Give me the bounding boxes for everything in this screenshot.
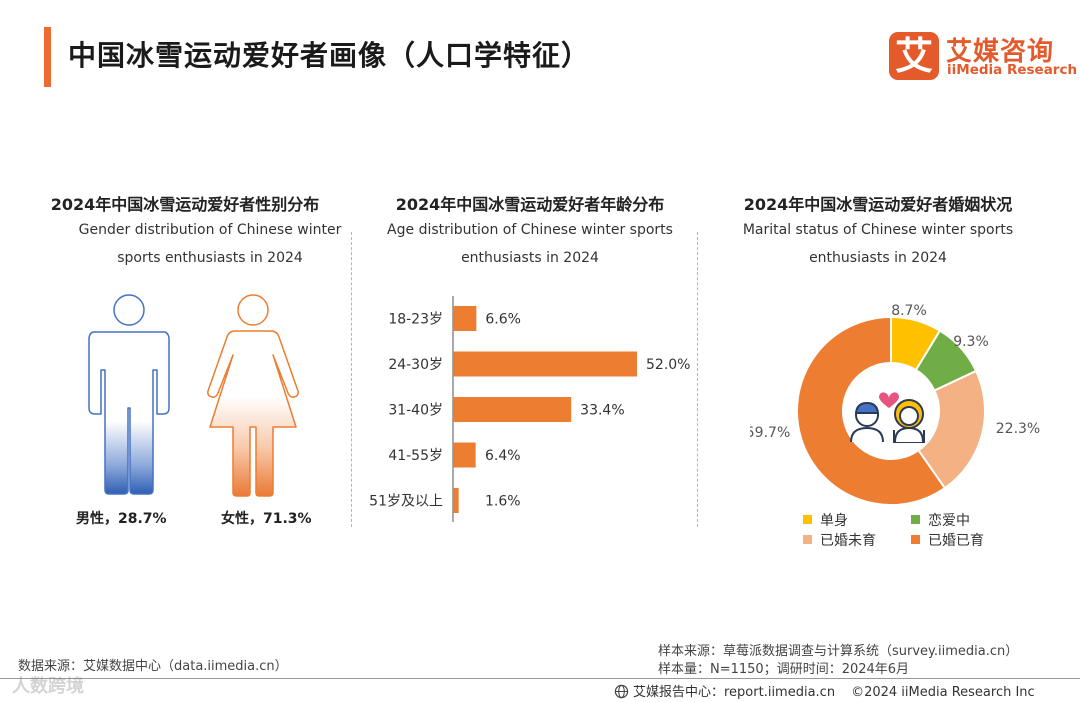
donut-slice-married-no-kids	[917, 369, 986, 490]
brand-logo-cn: 艾媒咨询	[946, 37, 1055, 67]
male-percentage-label: 男性，28.7%	[76, 511, 167, 527]
donut-value-label: 9.3%	[953, 334, 989, 350]
age-value-label: 33.4%	[580, 403, 624, 419]
age-value-label: 52.0%	[646, 357, 690, 373]
age-value-label: 6.4%	[485, 448, 521, 464]
donut-value-label: 59.7%	[750, 425, 790, 441]
title-accent-bar	[44, 27, 51, 87]
marital-subtitle-line-2: enthusiasts in 2024	[809, 250, 947, 266]
age-category-label: 31-40岁	[388, 403, 443, 419]
page-title: 中国冰雪运动爱好者画像（人口学特征）	[68, 39, 591, 72]
male-figure-icon	[88, 294, 170, 495]
legend-item-married-kids: 已婚已育	[911, 530, 984, 550]
donut-value-label: 22.3%	[996, 421, 1040, 437]
marital-subtitle-line-1: Marital status of Chinese winter sports	[742, 222, 1014, 238]
sample-size: 样本量：N=1150；调研时间：2024年6月	[658, 662, 910, 677]
legend-label-single: 单身	[820, 513, 848, 529]
marital-chart-subtitle: Marital status of Chinese winter sports …	[712, 216, 1044, 272]
legend-label-married-no-kids: 已婚未育	[820, 533, 876, 549]
gender-subtitle-line-1: Gender distribution of Chinese winter	[78, 222, 342, 238]
globe-icon	[614, 684, 629, 699]
legend-label-dating: 恋爱中	[928, 513, 970, 529]
legend-swatch-married-no-kids	[803, 535, 812, 544]
age-subtitle-line-1: Age distribution of Chinese winter sport…	[387, 222, 673, 238]
panel-divider-right	[697, 232, 698, 527]
donut-slice-married-kids	[796, 316, 947, 506]
age-bar	[453, 306, 477, 331]
age-subtitle-line-2: enthusiasts in 2024	[461, 250, 599, 266]
legend-item-single: 单身	[803, 510, 848, 530]
age-chart-title: 2024年中国冰雪运动爱好者年龄分布	[395, 195, 665, 214]
legend-item-dating: 恋爱中	[911, 510, 970, 530]
legend-label-married-kids: 已婚已育	[928, 533, 984, 549]
footer-credits: 艾媒报告中心：report.iimedia.cn ©2024 iiMedia Re…	[614, 681, 1035, 700]
gender-subtitle-line-2: sports enthusiasts in 2024	[117, 250, 303, 266]
age-category-label: 51岁及以上	[369, 494, 443, 510]
age-category-label: 24-30岁	[388, 357, 443, 373]
age-category-label: 18-23岁	[388, 312, 443, 328]
age-value-label: 1.6%	[485, 494, 521, 510]
couple-icon	[850, 392, 925, 443]
female-figure-icon	[207, 294, 299, 497]
age-category-label: 41-55岁	[388, 448, 443, 464]
footer-divider	[0, 678, 1080, 679]
data-source: 数据来源：艾媒数据中心（data.iimedia.cn）	[18, 659, 288, 674]
age-value-label: 6.6%	[485, 312, 521, 328]
sample-source: 样本来源：草莓派数据调查与计算系统（survey.iimedia.cn）	[658, 644, 1019, 659]
age-bar	[453, 442, 476, 468]
gender-chart-title: 2024年中国冰雪运动爱好者性别分布	[50, 195, 320, 214]
legend-item-married-no-kids: 已婚未育	[803, 530, 876, 550]
panel-divider-left	[351, 232, 352, 527]
donut-value-label: 8.7%	[891, 303, 927, 319]
legend-swatch-single	[803, 515, 812, 524]
age-bar	[453, 351, 637, 377]
report-center-link[interactable]: 艾媒报告中心：report.iimedia.cn	[633, 685, 836, 700]
age-bar	[453, 397, 572, 422]
age-bar-chart: 18-23岁 6.6% 24-30岁 52.0% 31-40岁 33.4% 41-55岁 6.…	[369, 296, 690, 522]
copyright: ©2024 iiMedia Research Inc	[851, 685, 1035, 700]
gender-chart-subtitle: Gender distribution of Chinese winter sp…	[20, 216, 400, 272]
legend-swatch-married-kids	[911, 535, 920, 544]
marital-data-labels: 8.7% 9.3% 22.3% 59.7%	[750, 303, 1040, 441]
marital-chart-title: 2024年中国冰雪运动爱好者婚姻状况	[743, 195, 1013, 214]
marital-donut-chart	[796, 316, 986, 506]
legend-swatch-dating	[911, 515, 920, 524]
female-percentage-label: 女性，71.3%	[221, 511, 312, 527]
brand-logo-en: iiMedia Research	[947, 62, 1078, 78]
age-chart-subtitle: Age distribution of Chinese winter sport…	[362, 216, 698, 272]
watermark-text: 人数跨境	[12, 676, 84, 697]
age-bar	[453, 488, 459, 513]
brand-logo-mark: 艾	[889, 32, 939, 80]
